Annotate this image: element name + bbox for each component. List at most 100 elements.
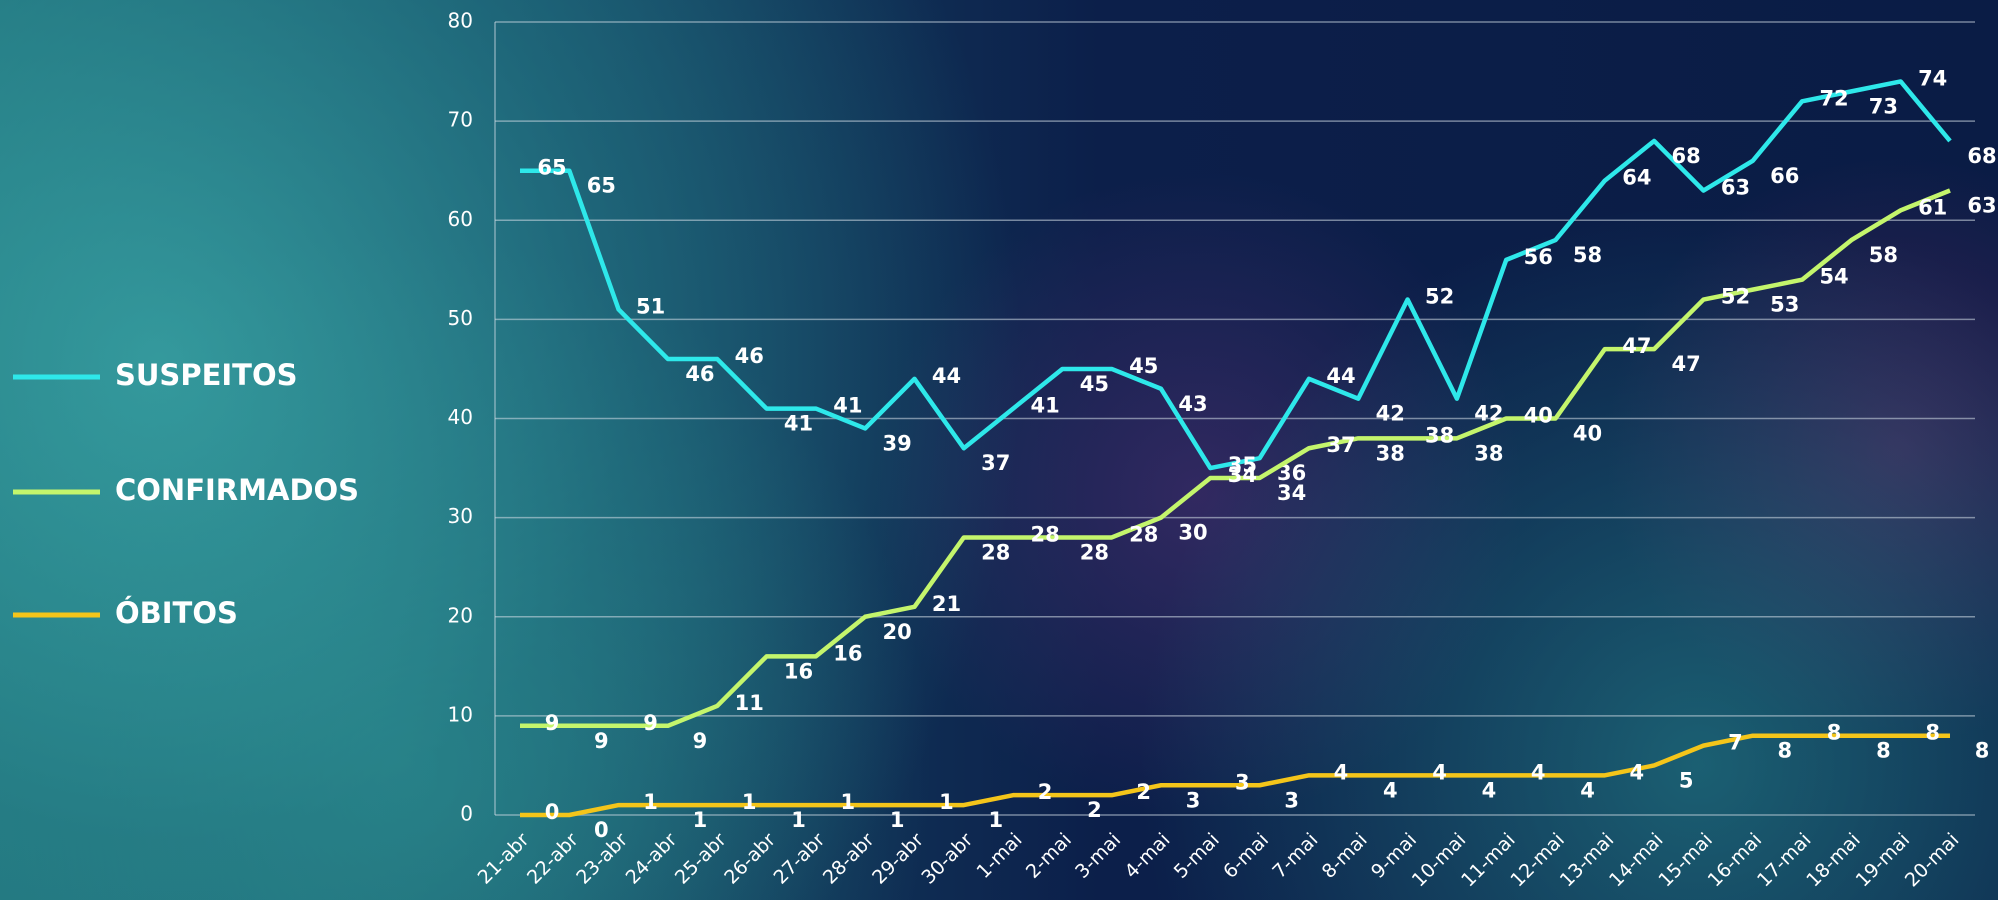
data-label: 28 [1030,522,1059,546]
data-label: 2 [1038,780,1053,804]
data-label: 58 [1869,243,1898,267]
x-tick-label: 5-mai [1170,829,1224,883]
data-label: 43 [1178,392,1207,416]
data-label: 41 [833,394,862,418]
data-label: 4 [1334,760,1349,784]
y-tick-label: 70 [448,108,473,132]
x-tick-label: 8-mai [1318,829,1372,883]
data-label: 1 [693,808,708,832]
data-label: 16 [833,641,862,665]
y-tick-label: 80 [448,9,473,33]
data-label: 8 [1975,739,1990,763]
data-label: 52 [1721,285,1750,309]
data-label: 51 [636,294,665,318]
data-label: 9 [693,729,708,753]
data-label: 21 [932,592,961,616]
x-tick-label: 4-mai [1120,829,1174,883]
x-tick-label: 13-mai [1556,829,1619,892]
x-tick-label: 19-mai [1852,829,1915,892]
data-label: 65 [537,156,566,180]
data-label: 68 [1672,144,1701,168]
data-label: 11 [735,691,764,715]
data-label: 44 [932,364,961,388]
x-tick-label: 27-abr [769,829,829,889]
data-label: 72 [1819,86,1848,110]
data-label: 46 [685,362,714,386]
legend-label: ÓBITOS [115,596,238,630]
data-label: 8 [1876,739,1891,763]
data-label: 2 [1136,780,1151,804]
data-label: 45 [1080,372,1109,396]
data-label: 65 [587,174,616,198]
data-label: 38 [1425,423,1454,447]
data-label: 1 [890,808,905,832]
x-tick-label: 16-mai [1704,829,1767,892]
data-label: 0 [594,818,609,842]
data-label: 47 [1672,352,1701,376]
x-tick-label: 2-mai [1022,829,1076,883]
data-label: 64 [1622,166,1651,190]
x-tick-label: 15-mai [1654,829,1717,892]
x-tick-label: 14-mai [1605,829,1668,892]
chart: 0102030405060708021-abr22-abr23-abr24-ab… [0,0,1998,900]
data-label: 47 [1622,334,1651,358]
x-tick-label: 29-abr [868,829,928,889]
data-label: 34 [1228,463,1257,487]
data-label: 7 [1728,731,1743,755]
data-label: 1 [841,790,856,814]
data-label: 0 [545,800,560,824]
x-tick-label: 21-abr [474,829,534,889]
data-label: 52 [1425,285,1454,309]
data-label: 38 [1376,441,1405,465]
data-label: 53 [1770,293,1799,317]
data-label: 39 [883,431,912,455]
y-tick-label: 40 [448,405,473,429]
data-label: 37 [981,451,1010,475]
data-label: 4 [1482,778,1497,802]
series-line [520,81,1950,468]
x-tick-label: 18-mai [1802,829,1865,892]
data-label: 3 [1186,788,1201,812]
x-tick-label: 25-abr [671,829,731,889]
y-tick-label: 60 [448,207,473,231]
legend-label: SUSPEITOS [115,358,298,392]
data-label: 54 [1819,265,1848,289]
data-label: 3 [1235,770,1250,794]
data-label: 41 [784,412,813,436]
data-label: 4 [1383,778,1398,802]
data-label: 42 [1376,402,1405,426]
x-tick-label: 28-abr [819,829,879,889]
x-tick-label: 10-mai [1408,829,1471,892]
data-label: 4 [1630,760,1645,784]
legend-label: CONFIRMADOS [115,473,359,507]
data-label: 9 [643,711,658,735]
data-label: 8 [1777,739,1792,763]
data-label: 28 [1129,522,1158,546]
x-tick-label: 17-mai [1753,829,1816,892]
x-tick-label: 22-abr [523,829,583,889]
data-label: 45 [1129,354,1158,378]
data-label: 61 [1918,195,1947,219]
data-label: 37 [1326,433,1355,457]
data-label: 40 [1573,422,1602,446]
data-label: 73 [1869,94,1898,118]
data-label: 66 [1770,164,1799,188]
data-label: 58 [1573,243,1602,267]
data-label: 1 [791,808,806,832]
data-label: 16 [784,659,813,683]
data-label: 74 [1918,66,1947,90]
data-label: 4 [1531,760,1546,784]
data-label: 5 [1679,768,1694,792]
data-label: 46 [735,344,764,368]
data-label: 40 [1524,404,1553,428]
data-label: 1 [988,808,1003,832]
y-tick-label: 0 [460,802,473,826]
y-tick-label: 20 [448,603,473,627]
data-label: 1 [939,790,954,814]
page: 0102030405060708021-abr22-abr23-abr24-ab… [0,0,1998,900]
x-tick-label: 30-abr [917,829,977,889]
data-label: 63 [1721,176,1750,200]
data-label: 8 [1827,721,1842,745]
data-label: 1 [742,790,757,814]
data-label: 28 [981,540,1010,564]
